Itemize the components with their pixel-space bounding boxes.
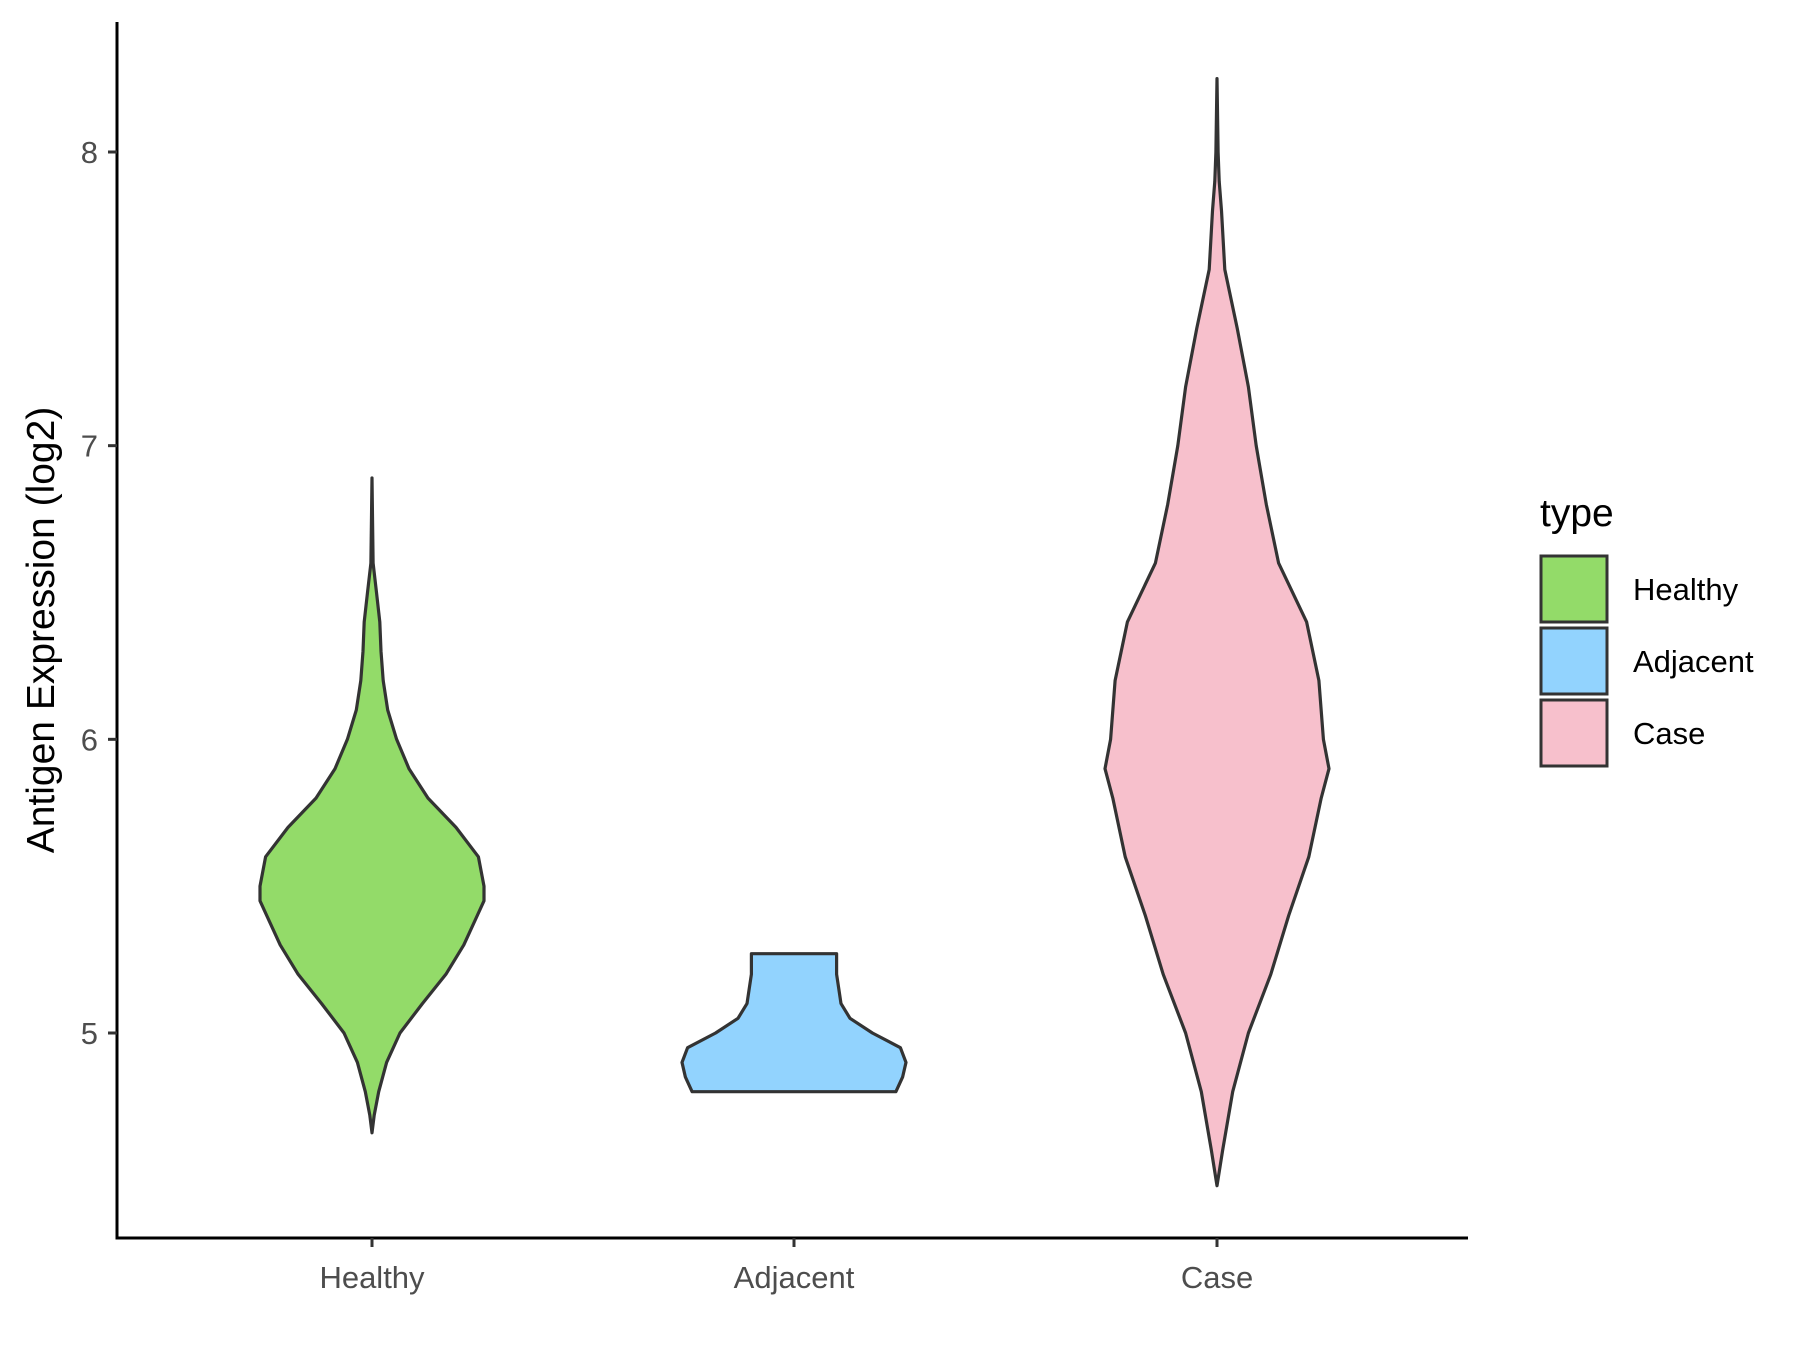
legend-label-case: Case [1633,716,1705,751]
x-axis-ticks: Healthy Adjacent Case [319,1238,1253,1295]
legend-key-adjacent [1539,626,1609,696]
legend-label-adjacent: Adjacent [1633,644,1754,679]
legend-key-healthy [1539,554,1609,624]
x-tick-label-case: Case [1181,1260,1253,1295]
y-tick-label: 6 [81,722,98,757]
legend-label-healthy: Healthy [1633,572,1739,607]
legend-title: type [1540,492,1614,535]
violin-adjacent [680,952,908,1094]
violin-healthy [258,476,486,1135]
x-tick-label-adjacent: Adjacent [734,1260,855,1295]
y-tick-label: 7 [81,429,98,464]
legend-key-case [1539,698,1609,768]
y-tick-label: 8 [81,135,98,170]
violin-layer [258,77,1331,1188]
violin-case [1103,77,1331,1188]
x-tick-label-healthy: Healthy [319,1260,425,1295]
y-axis-title: Antigen Expression (log2) [20,407,63,854]
legend: type Healthy Adjacent Case [1539,492,1754,768]
y-axis-ticks: 5 6 7 8 [81,135,117,1051]
y-tick-label: 5 [81,1016,98,1051]
